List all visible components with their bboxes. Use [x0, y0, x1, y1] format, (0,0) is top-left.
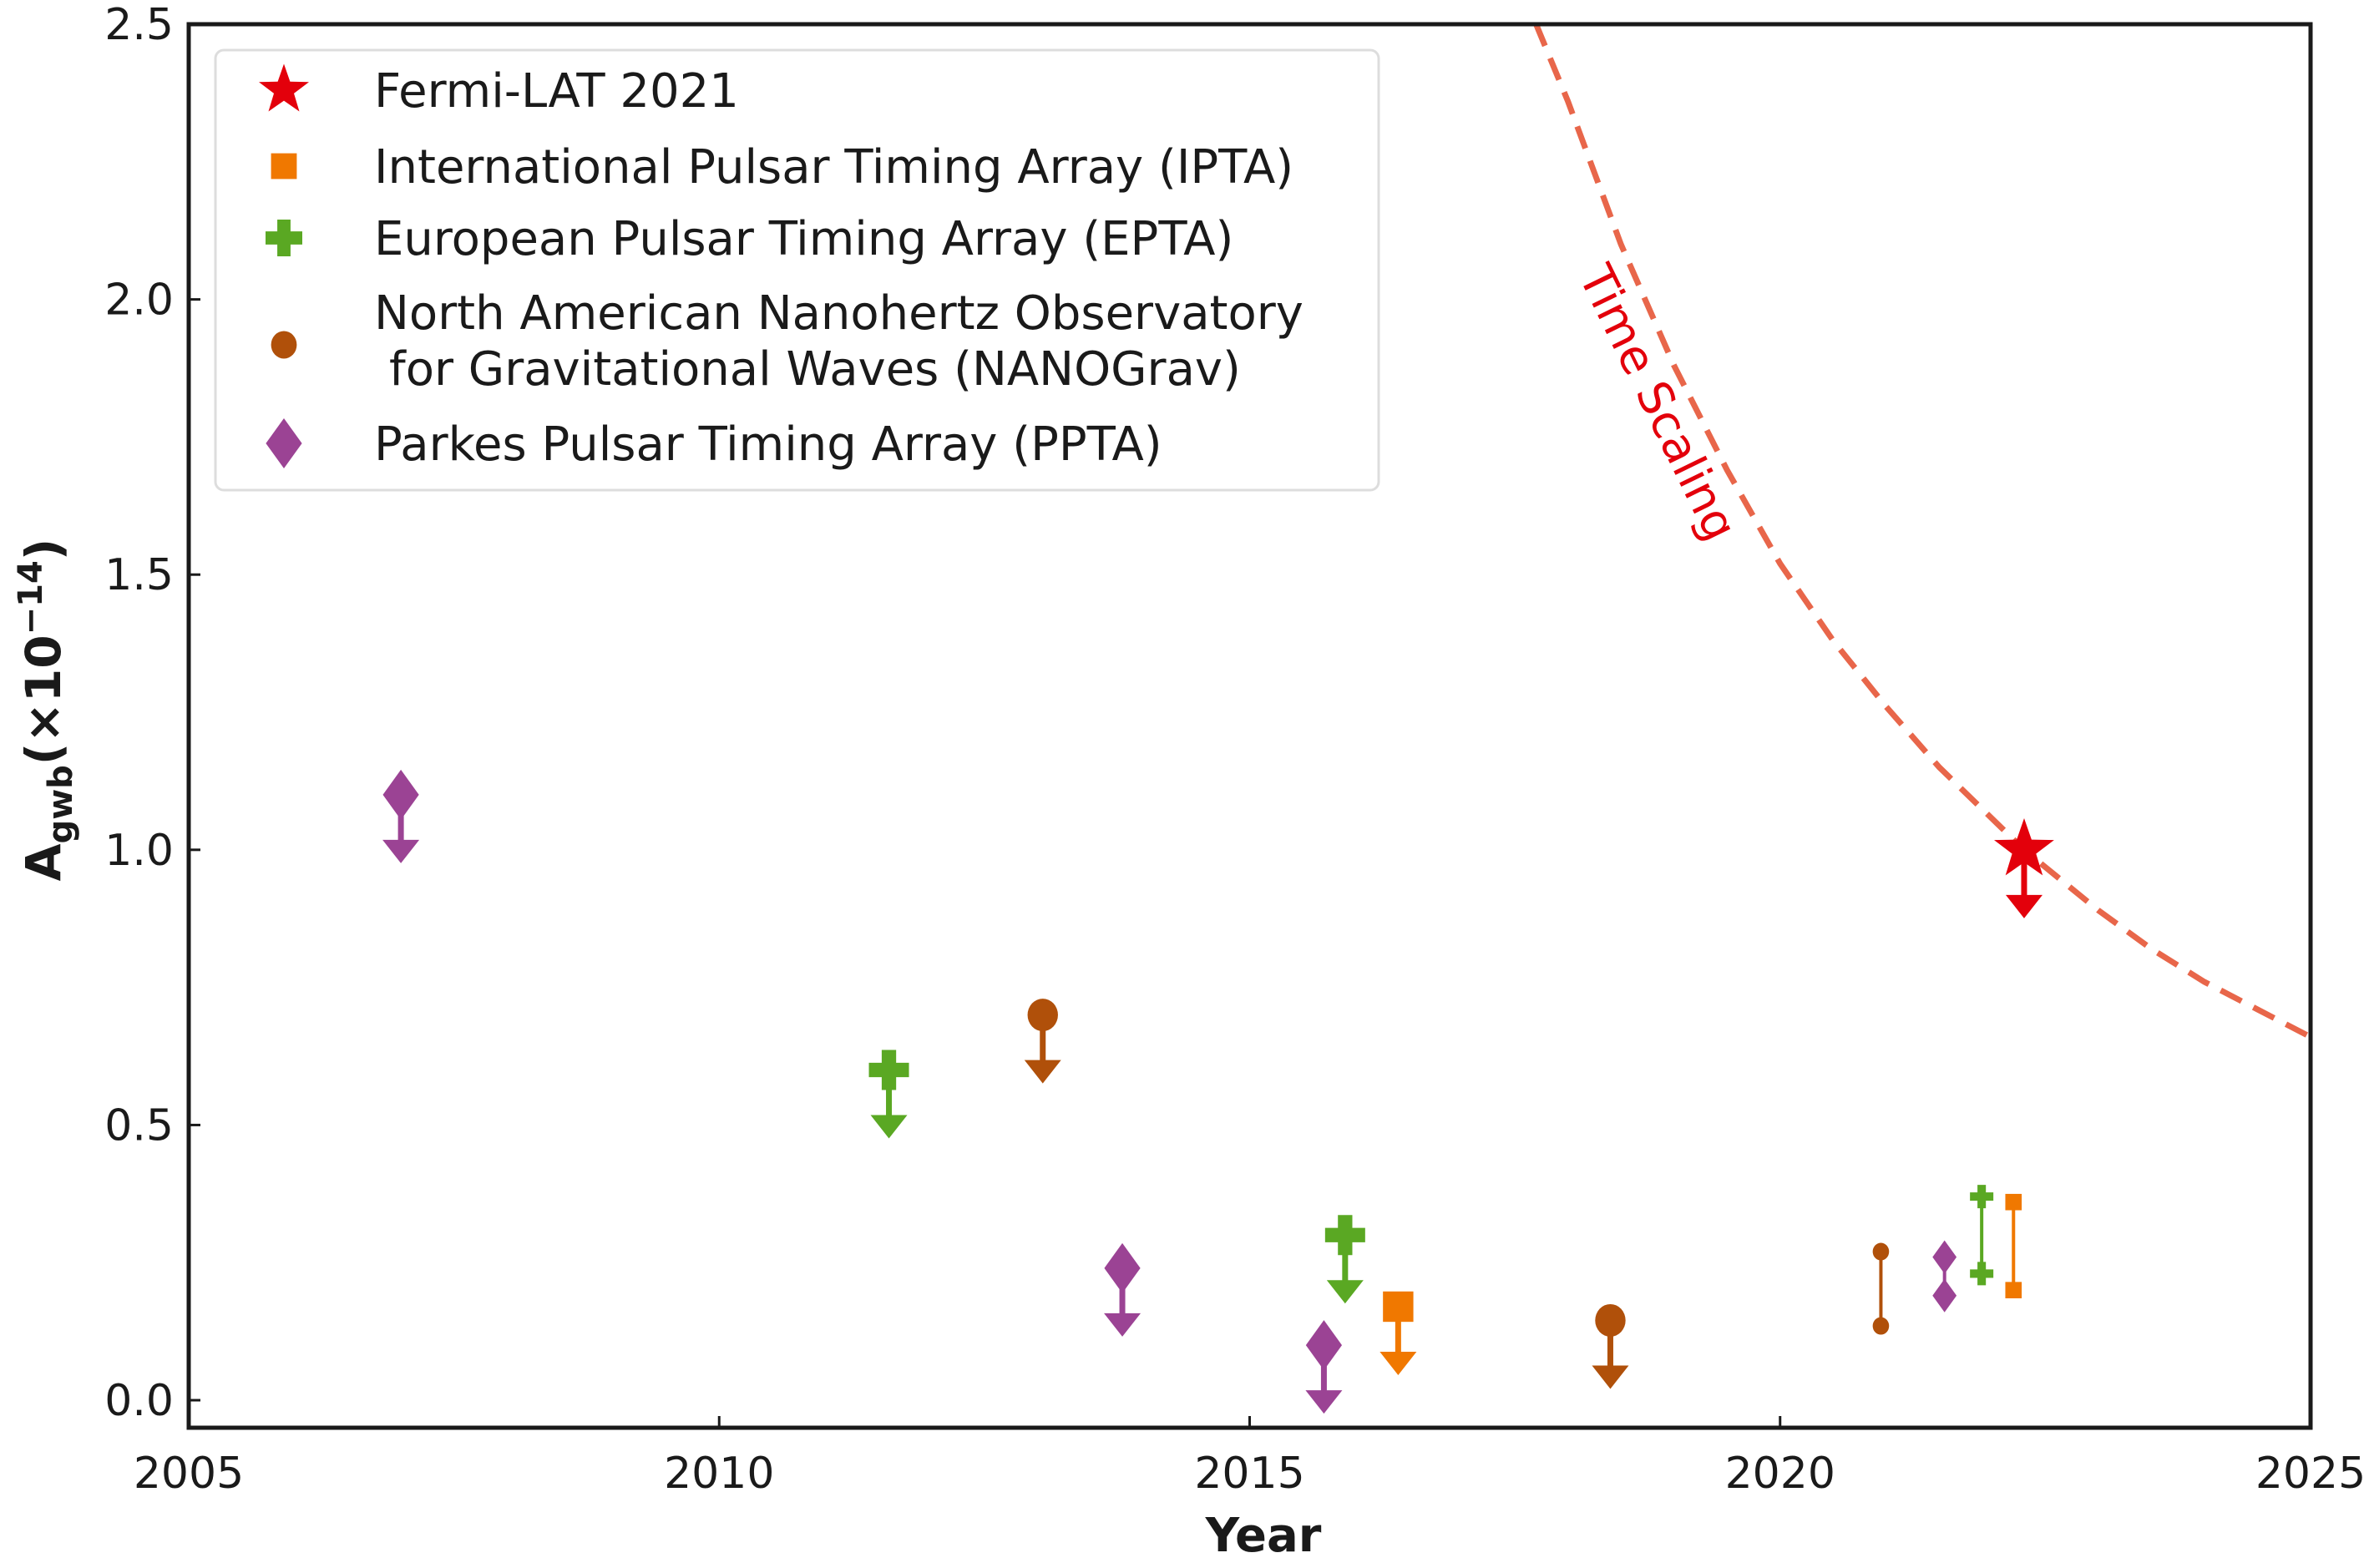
- upper-limit-arrow-head: [1024, 1060, 1061, 1084]
- y-tick-label: 0.5: [104, 1100, 174, 1151]
- legend-label: Fermi-LAT 2021: [374, 64, 739, 119]
- legend: Fermi-LAT 2021 International Pulsar Timin…: [214, 48, 1380, 492]
- x-tick-label: 2020: [1725, 1449, 1835, 1499]
- time-scaling-curve-layer: Time Scaling: [1533, 23, 2312, 1040]
- upper-limit-arrow-head: [1592, 1365, 1629, 1389]
- data-point-star: [1994, 818, 2054, 876]
- upper-limit-arrow-head: [382, 839, 420, 863]
- x-tick-label: 2015: [1194, 1449, 1304, 1499]
- x-tick-label: 2025: [2255, 1449, 2364, 1499]
- time-scaling-curve: [1533, 23, 2312, 1040]
- legend-marker-circle: [271, 331, 297, 359]
- data-point-diamond: [382, 769, 419, 820]
- legend-box: [214, 48, 1380, 492]
- legend-marker-plus: [266, 220, 302, 256]
- range-low-square: [2005, 1282, 2022, 1298]
- legend-label: International Pulsar Timing Array (IPTA): [374, 140, 1293, 195]
- legend-label: Parkes Pulsar Timing Array (PPTA): [374, 417, 1162, 472]
- data-point-diamond: [1104, 1242, 1141, 1293]
- legend-label: North American Nanohertz Observatory: [374, 286, 1303, 341]
- y-tick-label: 2.0: [104, 276, 174, 326]
- x-tick-label: 2010: [664, 1449, 774, 1499]
- x-axis-label: Year: [1205, 1509, 1322, 1563]
- x-tick-label: 2005: [134, 1449, 244, 1499]
- data-point-square: [1383, 1291, 1414, 1323]
- upper-limit-arrow-head: [1305, 1390, 1343, 1414]
- range-low-diamond: [1932, 1278, 1957, 1313]
- data-point-plus: [868, 1050, 909, 1090]
- data-point-circle: [1027, 999, 1058, 1032]
- legend-marker-diamond: [266, 418, 302, 468]
- ticks: 2005 2010 2015 2020 2025 0.0 0.5 1.0 1.5 2.0 2.5: [104, 0, 2364, 1499]
- data-marks: [382, 769, 2054, 1414]
- range-high-diamond: [1932, 1240, 1957, 1274]
- upper-limit-arrow-head: [1104, 1313, 1142, 1337]
- legend-label: European Pulsar Timing Array (EPTA): [374, 212, 1233, 266]
- plot-frame: [186, 22, 2313, 1430]
- range-low-circle: [1872, 1317, 1890, 1335]
- range-high-circle: [1872, 1242, 1890, 1261]
- range-low-plus: [1970, 1262, 1994, 1286]
- data-point-plus: [1324, 1215, 1365, 1256]
- range-high-square: [2005, 1193, 2022, 1211]
- y-axis-label: Agwb(×10−14): [12, 539, 80, 882]
- legend-marker-star: [259, 63, 309, 112]
- upper-limit-arrow-head: [1326, 1280, 1364, 1304]
- legend-marker-square: [271, 153, 297, 180]
- time-scaling-label: Time Scaling: [1567, 256, 1748, 549]
- y-tick-label: 1.0: [104, 826, 174, 876]
- y-tick-label: 0.0: [104, 1376, 174, 1426]
- data-point-diamond: [1305, 1320, 1343, 1371]
- data-point-circle: [1595, 1303, 1626, 1337]
- y-tick-label: 1.5: [104, 550, 174, 600]
- upper-limit-arrow-head: [870, 1115, 908, 1139]
- y-tick-label: 2.5: [104, 0, 174, 50]
- upper-limit-arrow-head: [1379, 1351, 1417, 1375]
- range-high-plus: [1970, 1185, 1994, 1209]
- upper-limit-arrow-head: [2005, 894, 2043, 918]
- legend-label: for Gravitational Waves (NANOGrav): [389, 342, 1241, 397]
